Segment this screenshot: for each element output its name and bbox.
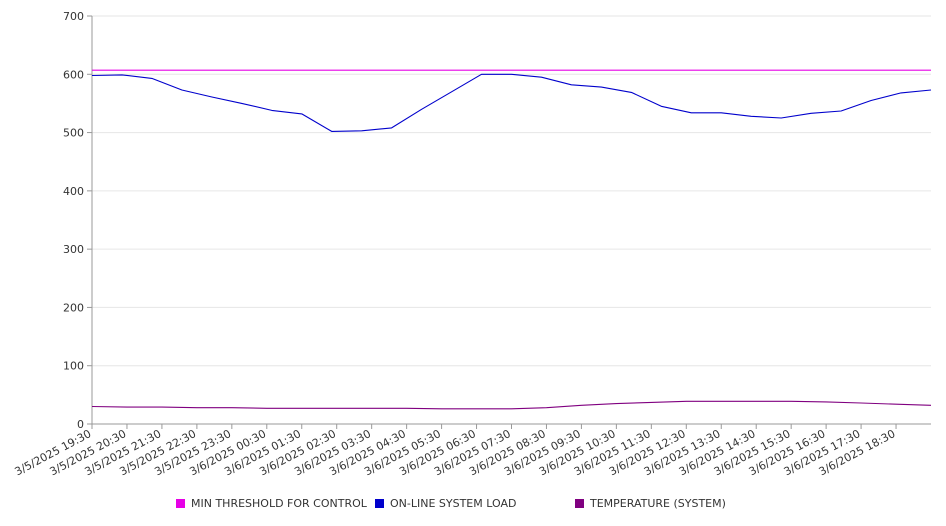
legend-item-load[interactable]: ON-LINE SYSTEM LOAD: [375, 497, 516, 510]
legend-item-threshold[interactable]: MIN THRESHOLD FOR CONTROL: [176, 497, 367, 510]
y-tick-label: 700: [63, 10, 84, 23]
legend-swatch-load: [375, 499, 384, 508]
y-tick-label: 300: [63, 243, 84, 256]
gridlines: [92, 15, 931, 367]
legend-label-load: ON-LINE SYSTEM LOAD: [390, 497, 517, 510]
legend-swatch-threshold: [176, 499, 185, 508]
legend-item-temperature[interactable]: TEMPERATURE (SYSTEM): [575, 497, 726, 510]
y-tick-label: 0: [77, 418, 84, 431]
y-tick-label: 100: [63, 360, 84, 373]
x-axis-ticks: 3/5/2025 19:303/5/2025 20:303/5/2025 21:…: [13, 424, 897, 478]
legend-label-threshold: MIN THRESHOLD FOR CONTROL: [191, 497, 367, 510]
legend-label-temperature: TEMPERATURE (SYSTEM): [590, 497, 726, 510]
legend: MIN THRESHOLD FOR CONTROL ON-LINE SYSTEM…: [0, 497, 946, 515]
y-tick-label: 200: [63, 301, 84, 314]
series-line-temperature: [91, 400, 932, 410]
y-tick-label: 400: [63, 185, 84, 198]
series-lines: [91, 69, 932, 410]
axes: [91, 16, 931, 425]
y-axis-ticks: 0 100 200 300 400 500 600 700: [63, 10, 92, 431]
y-tick-label: 500: [63, 127, 84, 140]
line-chart: 0 100 200 300 400 500 600 700 3/5/2025 19:303/5…: [13, 10, 932, 478]
legend-swatch-temperature: [575, 499, 584, 508]
y-tick-label: 600: [63, 68, 84, 81]
series-line-load: [91, 73, 932, 132]
